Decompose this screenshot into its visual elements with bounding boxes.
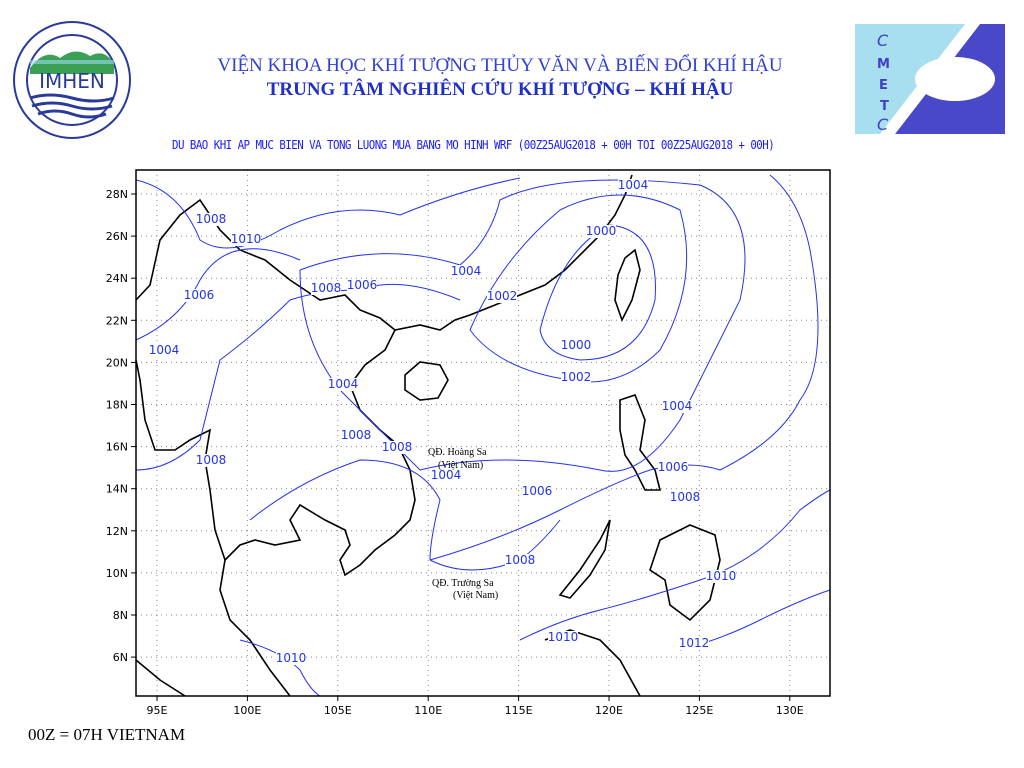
lon-tick-label: 105E (324, 704, 352, 717)
lon-tick-label: 130E (776, 704, 804, 717)
lon-tick-label: 95E (147, 704, 168, 717)
lat-tick-label: 16N (106, 441, 128, 454)
contour-label: 1010 (276, 651, 307, 665)
lat-tick-label: 20N (106, 356, 128, 369)
contour-label: 1008 (196, 212, 227, 226)
lat-tick-label: 6N (113, 651, 128, 664)
axis-ticks: 95E 100E 105E 110E 115E 120E 125E 130E 28N 26N 24N… (106, 188, 804, 717)
lat-tick-label: 26N (106, 230, 128, 243)
contour-label: 1012 (679, 636, 710, 650)
contour-label: 1008 (311, 281, 342, 295)
coast-taiwan (614, 248, 641, 323)
lat-tick-label: 28N (106, 188, 128, 201)
contour-label: 1008 (670, 490, 701, 504)
pressure-contours (135, 174, 831, 697)
contour-label: 1004 (431, 468, 462, 482)
lon-tick-label: 100E (233, 704, 261, 717)
contour-label: 1008 (341, 428, 372, 442)
svg-text:E: E (879, 78, 888, 93)
lon-tick-label: 115E (505, 704, 533, 717)
svg-text:IMHEN: IMHEN (39, 69, 105, 93)
contour-label: 1004 (618, 178, 649, 192)
center-title: TRUNG TÂM NGHIÊN CỨU KHÍ TƯỢNG – KHÍ HẬU (266, 79, 734, 100)
coast-luzon (619, 394, 662, 491)
lat-tick-label: 12N (106, 525, 128, 538)
truong-sa-label: QĐ. Trường Sa (432, 578, 494, 589)
lon-tick-label: 125E (685, 704, 713, 717)
contour-label: 1006 (522, 484, 553, 498)
contour-label: 1006 (347, 278, 378, 292)
coast-mainland (135, 174, 633, 697)
contour-label: 1006 (184, 288, 215, 302)
contour-label: 1010 (706, 569, 737, 583)
map-frame (135, 169, 831, 697)
annotation-truong-sa: QĐ. Trường Sa (Việt Nam) (432, 578, 498, 601)
svg-text:C: C (877, 115, 889, 134)
lat-tick-label: 14N (106, 483, 128, 496)
coast-palawan (558, 519, 611, 599)
lat-tick-label: 18N (106, 399, 128, 412)
contour-label: 1000 (586, 224, 617, 238)
timezone-note: 00Z = 07H VIETNAM (28, 725, 186, 744)
contour-label: 1010 (231, 232, 262, 246)
grid-lines (136, 170, 830, 696)
contour-label: 1006 (658, 460, 689, 474)
contour-label: 1010 (548, 630, 579, 644)
contour-label: 1002 (487, 289, 518, 303)
contour-label: 1004 (451, 264, 482, 278)
forecast-subtitle: DU BAO KHI AP MUC BIEN VA TONG LUONG MUA… (172, 138, 775, 152)
truong-sa-country: (Việt Nam) (453, 590, 498, 601)
coast-mindanao (649, 524, 721, 622)
annotation-hoang-sa: QĐ. Hoàng Sa (Việt Nam) (428, 447, 487, 471)
lat-tick-label: 8N (113, 609, 128, 622)
cmetc-logo: C M E T C (855, 24, 1005, 134)
hoang-sa-label: QĐ. Hoàng Sa (428, 447, 487, 458)
svg-text:M: M (877, 57, 890, 72)
imhen-logo: IMHEN (13, 21, 131, 139)
contour-label: 1004 (662, 399, 693, 413)
contour-label: 1008 (505, 553, 536, 567)
contour-label: 1002 (561, 370, 592, 384)
lon-tick-label: 110E (414, 704, 442, 717)
coast-hainan (404, 361, 449, 401)
lat-tick-label: 24N (106, 272, 128, 285)
coast-sumatra (135, 659, 186, 697)
hoang-sa-country: (Việt Nam) (438, 460, 483, 471)
contour-label: 1004 (149, 343, 180, 357)
lat-tick-label: 10N (106, 567, 128, 580)
lon-tick-label: 120E (595, 704, 623, 717)
svg-text:C: C (877, 31, 889, 50)
contour-label: 1008 (382, 440, 413, 454)
contour-labels: 1004 1008 1010 1000 1004 1006 1008 1006 1002 1004… (149, 178, 737, 665)
svg-text:T: T (880, 99, 889, 114)
contour-label: 1008 (196, 453, 227, 467)
contour-label: 1000 (561, 338, 592, 352)
lat-tick-label: 22N (106, 314, 128, 327)
contour-label: 1004 (328, 377, 359, 391)
institute-title: VIỆN KHOA HỌC KHÍ TƯỢNG THỦY VĂN VÀ BIẾN… (217, 55, 783, 76)
